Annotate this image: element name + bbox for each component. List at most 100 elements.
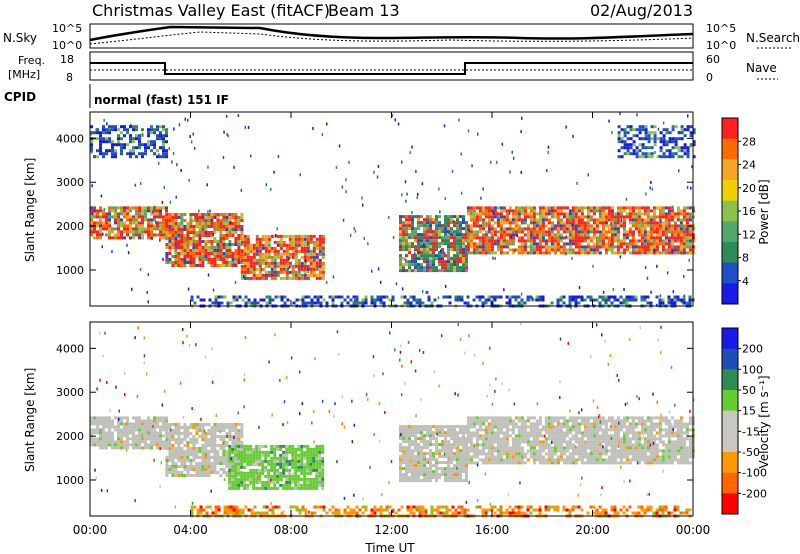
heatmap-cell: [423, 476, 426, 480]
heatmap-cell: [508, 242, 512, 246]
heatmap-cell: [414, 455, 417, 459]
heatmap-cell: [120, 149, 123, 153]
heatmap-cell: [300, 246, 304, 250]
heatmap-cell: [414, 233, 417, 237]
heatmap-cell: [664, 227, 668, 231]
heatmap-cell: [141, 428, 144, 432]
heatmap-cell: [631, 298, 635, 302]
heatmap-cell: [517, 239, 521, 243]
heatmap-cell: [650, 125, 654, 129]
heatmap-cell: [459, 428, 462, 432]
freq-label-2: [MHz]: [8, 68, 40, 81]
heatmap-cell: [499, 251, 503, 255]
heatmap-cell: [405, 230, 408, 234]
heatmap-cell: [481, 416, 485, 420]
heatmap-cell: [423, 269, 426, 273]
heatmap-cell: [641, 146, 645, 150]
heatmap-cell: [207, 423, 211, 426]
heatmap-cell: [604, 301, 608, 305]
heatmap-cell: [450, 263, 453, 267]
heatmap-cell: [604, 242, 608, 246]
heatmap-cell: [315, 471, 319, 475]
heatmap-cell: [613, 224, 617, 228]
heatmap-cell: [138, 422, 141, 426]
heatmap-cell: [441, 467, 444, 471]
heatmap-cell: [502, 233, 506, 237]
heatmap-cell: [99, 434, 102, 438]
heatmap-cell: [144, 215, 147, 219]
heatmap-cell: [640, 224, 644, 228]
heatmap-cell: [318, 468, 322, 472]
heatmap-cell: [192, 450, 196, 453]
heatmap-cell: [258, 456, 262, 460]
heatmap-cell: [246, 477, 250, 481]
heatmap-cell: [517, 209, 521, 213]
heatmap-cell: [237, 261, 241, 264]
heatmap-cell: [201, 258, 205, 261]
heatmap-cell: [547, 251, 551, 255]
heatmap-cell: [635, 155, 639, 159]
heatmap-cell: [529, 242, 533, 246]
heatmap-cell: [685, 242, 689, 246]
heatmap-cell: [453, 434, 456, 438]
heatmap-cell: [514, 215, 518, 219]
heatmap-cell: [285, 252, 289, 256]
heatmap-cell: [276, 270, 280, 274]
heatmap-cell: [252, 486, 256, 490]
heatmap-cell: [411, 473, 414, 477]
heatmap-cell: [309, 462, 313, 466]
heatmap-cell: [174, 240, 178, 243]
heatmap-cell: [261, 465, 265, 469]
heatmap-cell: [174, 453, 178, 456]
heatmap-cell: [123, 215, 126, 219]
heatmap-cell: [423, 452, 426, 456]
heatmap-cell: [610, 230, 614, 234]
heatmap-cell: [484, 446, 488, 450]
heatmap-cell: [402, 440, 405, 444]
heatmap-cell: [213, 240, 217, 243]
heatmap-cell: [493, 206, 497, 210]
heatmap-cell: [90, 443, 93, 447]
heatmap-cell: [644, 125, 648, 129]
heatmap-cell: [676, 248, 680, 252]
heatmap-cell: [568, 224, 572, 228]
heatmap-cell: [174, 216, 178, 219]
heatmap-cell: [189, 237, 193, 240]
heatmap-cell: [183, 261, 187, 264]
heatmap-cell: [267, 483, 271, 487]
heatmap-cell: [619, 206, 623, 210]
heatmap-cell: [315, 255, 319, 259]
heatmap-cell: [553, 227, 557, 231]
heatmap-cell: [273, 267, 277, 271]
heatmap-cell: [646, 209, 650, 213]
heatmap-cell: [427, 298, 431, 302]
heatmap-cell: [156, 446, 159, 450]
heatmap-cell: [96, 128, 99, 132]
heatmap-cell: [547, 233, 551, 237]
heatmap-cell: [210, 258, 214, 261]
heatmap-cell: [165, 152, 168, 156]
heatmap-cell: [628, 218, 632, 222]
heatmap-cell: [219, 444, 223, 447]
heatmap-cell: [499, 209, 503, 213]
heatmap-cell: [589, 230, 593, 234]
heatmap-cell: [96, 431, 99, 435]
heatmap-speckle: [276, 227, 278, 231]
heatmap-cell: [499, 416, 503, 420]
heatmap-speckle: [91, 184, 93, 188]
heatmap-cell: [213, 459, 217, 462]
heatmap-cell: [318, 453, 322, 457]
heatmap-cell: [306, 255, 310, 259]
heatmap-cell: [216, 450, 220, 453]
heatmap-cell: [186, 453, 190, 456]
heatmap-speckle: [127, 251, 130, 255]
heatmap-cell: [670, 233, 674, 237]
heatmap-cell: [258, 252, 262, 256]
heatmap-cell: [321, 474, 325, 478]
heatmap-cell: [117, 446, 120, 450]
heatmap-cell: [340, 295, 344, 299]
heatmap-cell: [309, 450, 313, 454]
heatmap-cell: [300, 261, 304, 265]
heatmap-cell: [297, 459, 301, 463]
heatmap-speckle: [146, 291, 148, 294]
